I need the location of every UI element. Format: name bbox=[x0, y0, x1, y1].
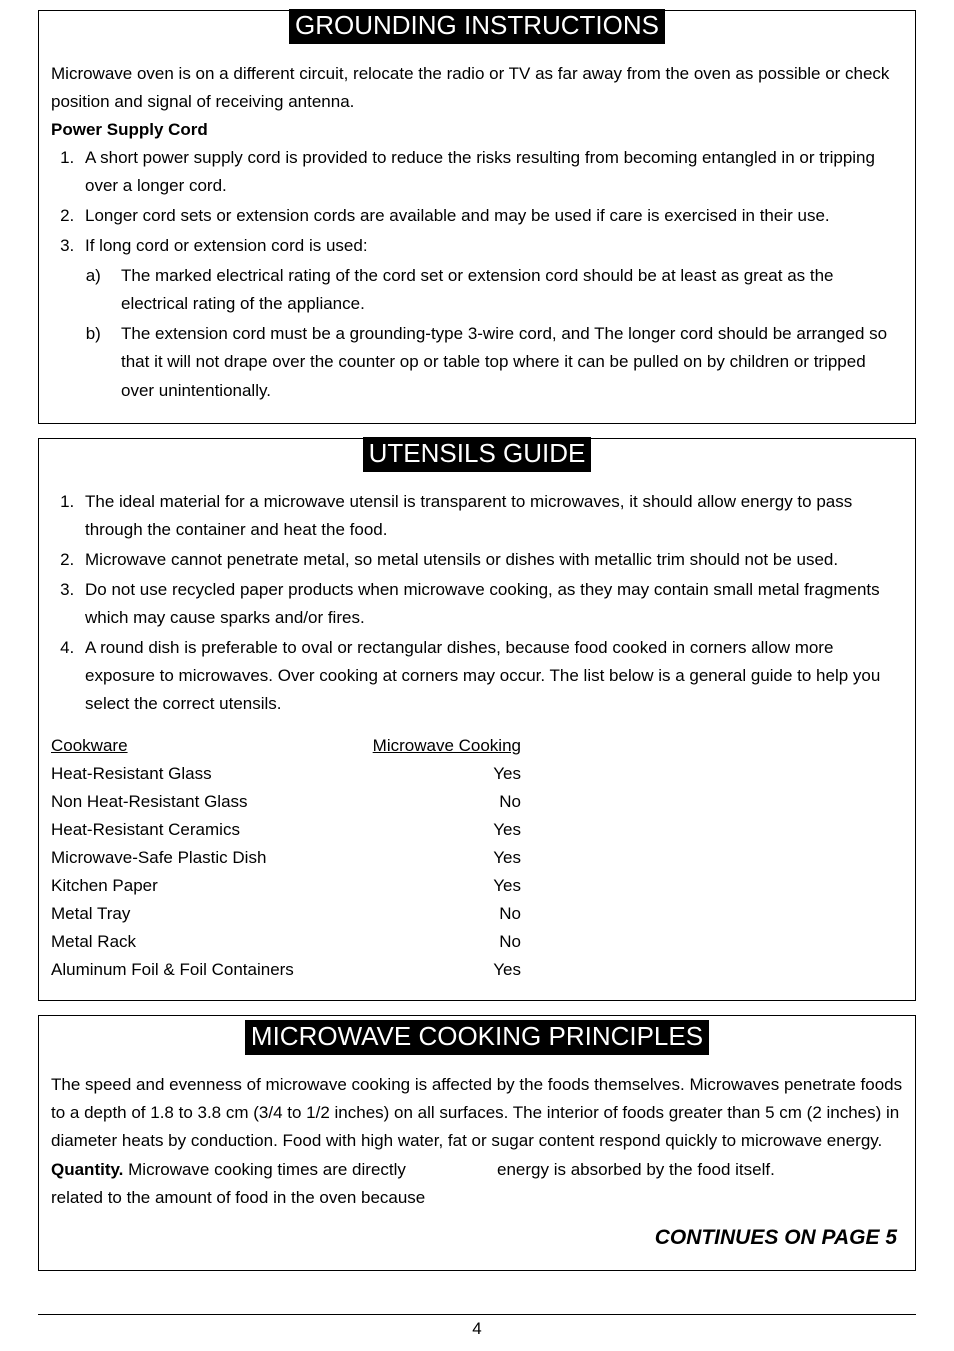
table-row: Kitchen Paper Yes bbox=[51, 872, 903, 900]
quantity-text: Microwave cooking times are directly rel… bbox=[51, 1160, 775, 1207]
grounding-section: GROUNDING INSTRUCTIONS Microwave oven is… bbox=[38, 10, 916, 424]
microwave-cell: No bbox=[351, 900, 521, 928]
col-cookware-head: Cookware bbox=[51, 732, 351, 760]
principles-section: MICROWAVE COOKING PRINCIPLES The speed a… bbox=[38, 1015, 916, 1270]
principles-quantity-block: Quantity. Microwave cooking times are di… bbox=[51, 1156, 903, 1212]
quantity-label: Quantity. bbox=[51, 1160, 123, 1179]
grounding-item-3b: The extension cord must be a grounding-t… bbox=[115, 320, 903, 404]
table-row: Non Heat-Resistant Glass No bbox=[51, 788, 903, 816]
table-row: Microwave-Safe Plastic Dish Yes bbox=[51, 844, 903, 872]
utensils-item-1: The ideal material for a microwave utens… bbox=[79, 488, 903, 544]
microwave-cell: Yes bbox=[351, 844, 521, 872]
microwave-cell: Yes bbox=[351, 872, 521, 900]
table-row: Heat-Resistant Glass Yes bbox=[51, 760, 903, 788]
grounding-item-3a: The marked electrical rating of the cord… bbox=[115, 262, 903, 318]
microwave-cell: Yes bbox=[351, 816, 521, 844]
cookware-cell: Metal Rack bbox=[51, 928, 351, 956]
microwave-cell: Yes bbox=[351, 956, 521, 984]
utensils-item-2: Microwave cannot penetrate metal, so met… bbox=[79, 546, 903, 574]
table-row: Heat-Resistant Ceramics Yes bbox=[51, 816, 903, 844]
cookware-cell: Kitchen Paper bbox=[51, 872, 351, 900]
utensils-list: The ideal material for a microwave utens… bbox=[51, 488, 903, 718]
microwave-cell: No bbox=[351, 928, 521, 956]
cookware-cell: Microwave-Safe Plastic Dish bbox=[51, 844, 351, 872]
grounding-item-1: A short power supply cord is provided to… bbox=[79, 144, 903, 200]
cookware-cell: Metal Tray bbox=[51, 900, 351, 928]
grounding-item-3-text: If long cord or extension cord is used: bbox=[85, 236, 368, 255]
table-header-row: Cookware Microwave Cooking bbox=[51, 732, 903, 760]
grounding-list: A short power supply cord is provided to… bbox=[51, 144, 903, 404]
page-number: 4 bbox=[38, 1314, 916, 1339]
utensils-table: Cookware Microwave Cooking Heat-Resistan… bbox=[51, 732, 903, 984]
grounding-item-2: Longer cord sets or extension cords are … bbox=[79, 202, 903, 230]
utensils-title: UTENSILS GUIDE bbox=[363, 437, 592, 472]
col-microwave-head: Microwave Cooking bbox=[351, 732, 521, 760]
grounding-title: GROUNDING INSTRUCTIONS bbox=[289, 9, 665, 44]
continues-notice: CONTINUES ON PAGE 5 bbox=[51, 1226, 903, 1250]
cookware-cell: Heat-Resistant Ceramics bbox=[51, 816, 351, 844]
cookware-cell: Heat-Resistant Glass bbox=[51, 760, 351, 788]
power-supply-subhead: Power Supply Cord bbox=[51, 116, 903, 144]
utensils-item-3: Do not use recycled paper products when … bbox=[79, 576, 903, 632]
microwave-cell: No bbox=[351, 788, 521, 816]
principles-intro: The speed and evenness of microwave cook… bbox=[51, 1071, 903, 1155]
grounding-item-3: If long cord or extension cord is used: … bbox=[79, 232, 903, 404]
table-row: Metal Rack No bbox=[51, 928, 903, 956]
utensils-section: UTENSILS GUIDE The ideal material for a … bbox=[38, 438, 916, 1002]
table-row: Aluminum Foil & Foil Containers Yes bbox=[51, 956, 903, 984]
principles-title: MICROWAVE COOKING PRINCIPLES bbox=[245, 1020, 709, 1055]
table-row: Metal Tray No bbox=[51, 900, 903, 928]
grounding-intro: Microwave oven is on a different circuit… bbox=[51, 60, 903, 116]
microwave-cell: Yes bbox=[351, 760, 521, 788]
cookware-cell: Aluminum Foil & Foil Containers bbox=[51, 956, 351, 984]
cookware-cell: Non Heat-Resistant Glass bbox=[51, 788, 351, 816]
utensils-item-4: A round dish is preferable to oval or re… bbox=[79, 634, 903, 718]
grounding-sublist: The marked electrical rating of the cord… bbox=[85, 262, 903, 404]
